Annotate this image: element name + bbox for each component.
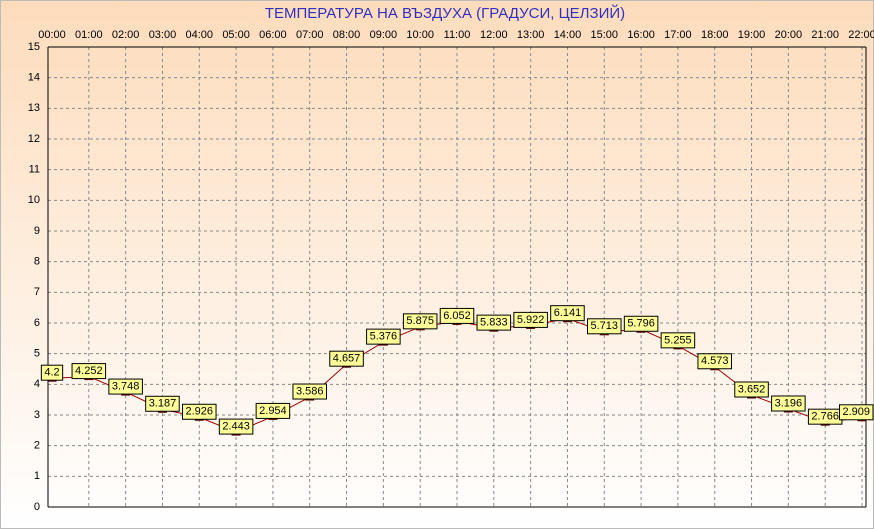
x-tick-label: 06:00	[259, 29, 287, 41]
x-tick-label: 22:00	[848, 29, 874, 41]
x-tick-label: 17:00	[664, 29, 692, 41]
value-label: 5.255	[664, 334, 692, 346]
x-tick-label: 14:00	[554, 29, 582, 41]
x-tick-label: 00:00	[38, 29, 66, 41]
y-tick-label: 4	[34, 378, 40, 390]
value-label: 2.926	[186, 406, 214, 418]
x-tick-label: 21:00	[811, 29, 839, 41]
x-tick-label: 05:00	[222, 29, 250, 41]
value-label: 3.652	[738, 383, 766, 395]
value-label: 5.875	[406, 315, 434, 327]
value-label-box	[587, 318, 622, 335]
value-label-box	[439, 307, 475, 324]
x-tick-label: 09:00	[370, 29, 398, 41]
value-label: 4.2	[44, 367, 59, 379]
x-tick-label: 11:00	[444, 29, 471, 41]
value-label-box	[513, 311, 548, 328]
value-label-box	[292, 383, 327, 400]
value-label: 3.196	[775, 397, 803, 409]
y-tick-label: 7	[34, 286, 40, 298]
x-tick-label: 03:00	[149, 29, 177, 41]
y-tick-label: 10	[28, 194, 40, 206]
value-label: 4.573	[701, 355, 729, 367]
value-label: 4.252	[75, 365, 103, 377]
x-tick-label: 10:00	[406, 29, 434, 41]
value-label-box	[108, 378, 143, 395]
x-tick-label: 16:00	[627, 29, 655, 41]
value-label-box	[771, 395, 806, 412]
chart-title: ТЕМПЕРАТУРА НА ВЪЗДУХА (ГРАДУСИ, ЦЕЛЗИЙ)	[265, 4, 625, 22]
y-tick-label: 0	[34, 501, 40, 513]
value-label: 5.376	[370, 331, 398, 343]
value-label-box	[734, 381, 769, 398]
x-tick-label: 19:00	[738, 29, 766, 41]
y-tick-label: 12	[28, 133, 40, 145]
value-label: 5.922	[517, 314, 545, 326]
x-tick-label: 13:00	[517, 29, 545, 41]
value-label-box	[218, 418, 254, 435]
x-tick-label: 07:00	[296, 29, 324, 41]
x-tick-label: 12:00	[480, 29, 508, 41]
x-tick-label: 08:00	[333, 29, 361, 41]
x-tick-label: 04:00	[186, 29, 214, 41]
y-tick-label: 11	[29, 164, 40, 176]
value-label-box	[697, 353, 732, 370]
value-label: 5.796	[627, 318, 655, 330]
value-label: 6.141	[554, 307, 582, 319]
value-label: 3.187	[149, 398, 177, 410]
y-tick-label: 15	[28, 41, 40, 53]
value-label-box	[550, 305, 585, 322]
y-tick-label: 2	[34, 440, 40, 452]
value-label-box	[329, 350, 364, 367]
value-label: 2.766	[811, 411, 839, 423]
value-label: 2.954	[259, 405, 287, 417]
value-label: 3.586	[296, 385, 324, 397]
x-tick-label: 15:00	[591, 29, 619, 41]
value-label-box	[366, 328, 401, 345]
y-tick-label: 8	[34, 256, 40, 268]
y-tick-label: 6	[34, 317, 40, 329]
value-label: 6.052	[443, 310, 471, 322]
value-label-box	[255, 402, 291, 419]
value-label-box	[623, 315, 659, 332]
value-label: 5.833	[480, 317, 508, 329]
y-tick-label: 5	[34, 348, 40, 360]
y-tick-label: 13	[28, 102, 40, 114]
y-tick-label: 3	[34, 409, 40, 421]
y-tick-label: 9	[34, 225, 40, 237]
value-label-box	[402, 313, 438, 330]
value-label: 4.657	[333, 353, 361, 365]
value-label: 2.443	[222, 420, 250, 432]
x-tick-label: 20:00	[775, 29, 803, 41]
y-tick-label: 14	[28, 72, 40, 84]
value-label-box	[40, 364, 64, 381]
value-label-box	[838, 404, 874, 421]
value-label: 3.748	[112, 380, 140, 392]
x-tick-label: 01:00	[75, 29, 103, 41]
y-tick-label: 1	[34, 470, 40, 482]
x-tick-label: 02:00	[112, 29, 140, 41]
x-tick-label: 18:00	[701, 29, 729, 41]
value-label-box	[476, 314, 512, 331]
value-label-box	[182, 403, 217, 420]
value-label-box	[145, 395, 180, 412]
value-label-box	[71, 363, 107, 380]
value-label: 2.909	[842, 406, 870, 418]
value-label: 5.713	[591, 320, 619, 332]
value-label-box	[660, 332, 696, 349]
